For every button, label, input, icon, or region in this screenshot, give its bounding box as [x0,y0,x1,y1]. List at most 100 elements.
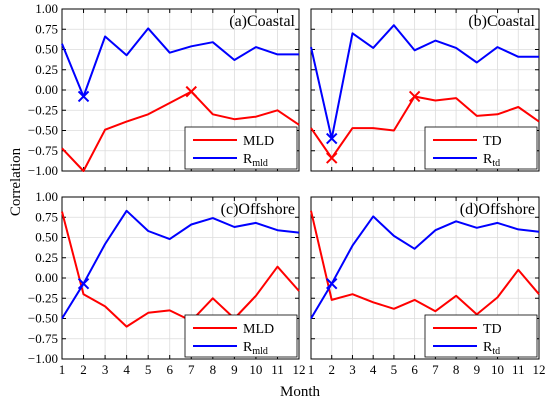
x-marker-stroke [77,277,90,290]
legend-label: MLD [243,322,274,337]
x-tick-label: 7 [188,362,195,377]
y-tick-label: 0.25 [35,250,58,265]
x-tick-label: 1 [59,362,66,377]
y-tick-label: −0.75 [28,331,58,346]
y-tick-label: 0.50 [35,230,58,245]
legend-label-main: TD [483,322,502,337]
y-tick-label: −0.50 [28,123,58,138]
y-tick-label: 0.75 [35,209,58,224]
series-line-red [61,90,300,172]
legend-label-main: R [243,152,253,167]
x-marker-stroke [185,85,197,98]
legend-box [184,126,298,170]
x-tick-label: 2 [328,362,335,377]
legend-label-main: R [483,152,493,167]
x-tick-label: 9 [231,362,238,377]
legend-label: TD [483,322,502,337]
x-marker-blue [326,132,338,145]
x-tick-label: 10 [491,362,504,377]
x-tick-label: 9 [474,362,481,377]
series-line-red [310,95,540,159]
y-tick-label: 0.25 [35,62,58,77]
x-marker-blue [326,277,338,290]
x-tick-label: 8 [210,362,217,377]
x-marker-stroke [408,90,421,103]
y-tick-label: 0.75 [35,21,58,36]
legend-label: MLD [243,134,274,149]
legend-box [424,126,538,170]
panel-2: (b)Coastal TD Rtd [310,8,540,172]
legend: TD Rtd [424,126,538,170]
panel-title: (b)Coastal [468,13,535,30]
x-tick-label: 3 [349,362,356,377]
x-tick-label: 7 [432,362,439,377]
series-line-blue [310,215,540,320]
x-tick-label: 12 [533,362,546,377]
x-tick-label: 5 [145,362,152,377]
x-marker-stroke [326,132,338,145]
x-tick-label: 5 [391,362,398,377]
x-tick-label: 11 [271,362,284,377]
legend-box [424,314,538,358]
y-tick-label: −0.25 [28,102,58,117]
legend-label: Rtd [483,152,500,169]
legend-label: Rtd [483,340,500,357]
legend-label-main: R [243,340,253,355]
y-tick-label: 0.00 [35,82,58,97]
x-tick-label: 6 [411,362,418,377]
legend-label: Rmld [243,152,268,169]
x-tick-label: 10 [249,362,262,377]
y-tick-label: −1.00 [28,163,58,178]
y-tick-label: −1.00 [28,351,58,366]
x-tick-label: 2 [80,362,87,377]
legend-label: Rmld [243,340,268,357]
series-line-red [310,210,540,316]
y-tick-label: −0.25 [28,290,58,305]
legend-label-main: R [483,340,493,355]
legend-label-subscript: td [492,346,500,357]
series-line-blue [310,24,539,140]
y-tick-label: 1.00 [35,189,58,204]
x-marker-blue [77,90,90,103]
x-marker-red [408,90,421,103]
x-tick-label: 3 [102,362,109,377]
legend-label-subscript: mld [252,346,268,357]
x-marker-red [326,152,338,164]
legend-label: TD [483,134,502,149]
legend-label-main: MLD [243,322,274,337]
x-marker-blue [77,277,90,290]
x-axis-title: Month [280,384,321,400]
legend-label-subscript: mld [252,158,268,169]
series-line-blue [61,209,300,320]
x-marker-stroke [326,152,338,164]
panel-1: 1.00 0.75 0.50 0.25 0.00 −0.25 −0.50 −0.75 −1.00… [28,1,300,178]
panels: 1.00 0.75 0.50 0.25 0.00 −0.25 −0.50 −0.75 −1.00… [28,1,546,377]
x-marker-red [185,85,197,98]
x-marker-stroke [77,90,90,103]
legend: MLD Rmld [184,314,298,358]
y-tick-label: −0.50 [28,311,58,326]
y-axis-title: Correlation [8,147,24,216]
y-tick-label: 0.50 [35,42,58,57]
legend-label-main: MLD [243,134,274,149]
y-tick-label: −0.75 [28,143,58,158]
x-tick-label: 12 [293,362,306,377]
x-marker-stroke [326,277,338,290]
legend-box [184,314,298,358]
legend: MLD Rmld [184,126,298,170]
x-tick-label: 4 [123,362,130,377]
legend: TD Rtd [424,314,538,358]
panel-title: (d)Offshore [460,201,535,218]
x-tick-label: 8 [453,362,460,377]
panel-3: 1.00 0.75 0.50 0.25 0.00 −0.25 −0.50 −0.75 −1.00… [28,189,306,377]
y-tick-label: 0.00 [35,270,58,285]
panel-title: (a)Coastal [229,13,295,30]
x-tick-label: 11 [512,362,525,377]
y-tick-label: 1.00 [35,1,58,16]
x-tick-label: 6 [166,362,173,377]
panel-title: (c)Offshore [221,201,295,218]
series-line-red [61,211,300,328]
legend-label-subscript: td [492,158,500,169]
